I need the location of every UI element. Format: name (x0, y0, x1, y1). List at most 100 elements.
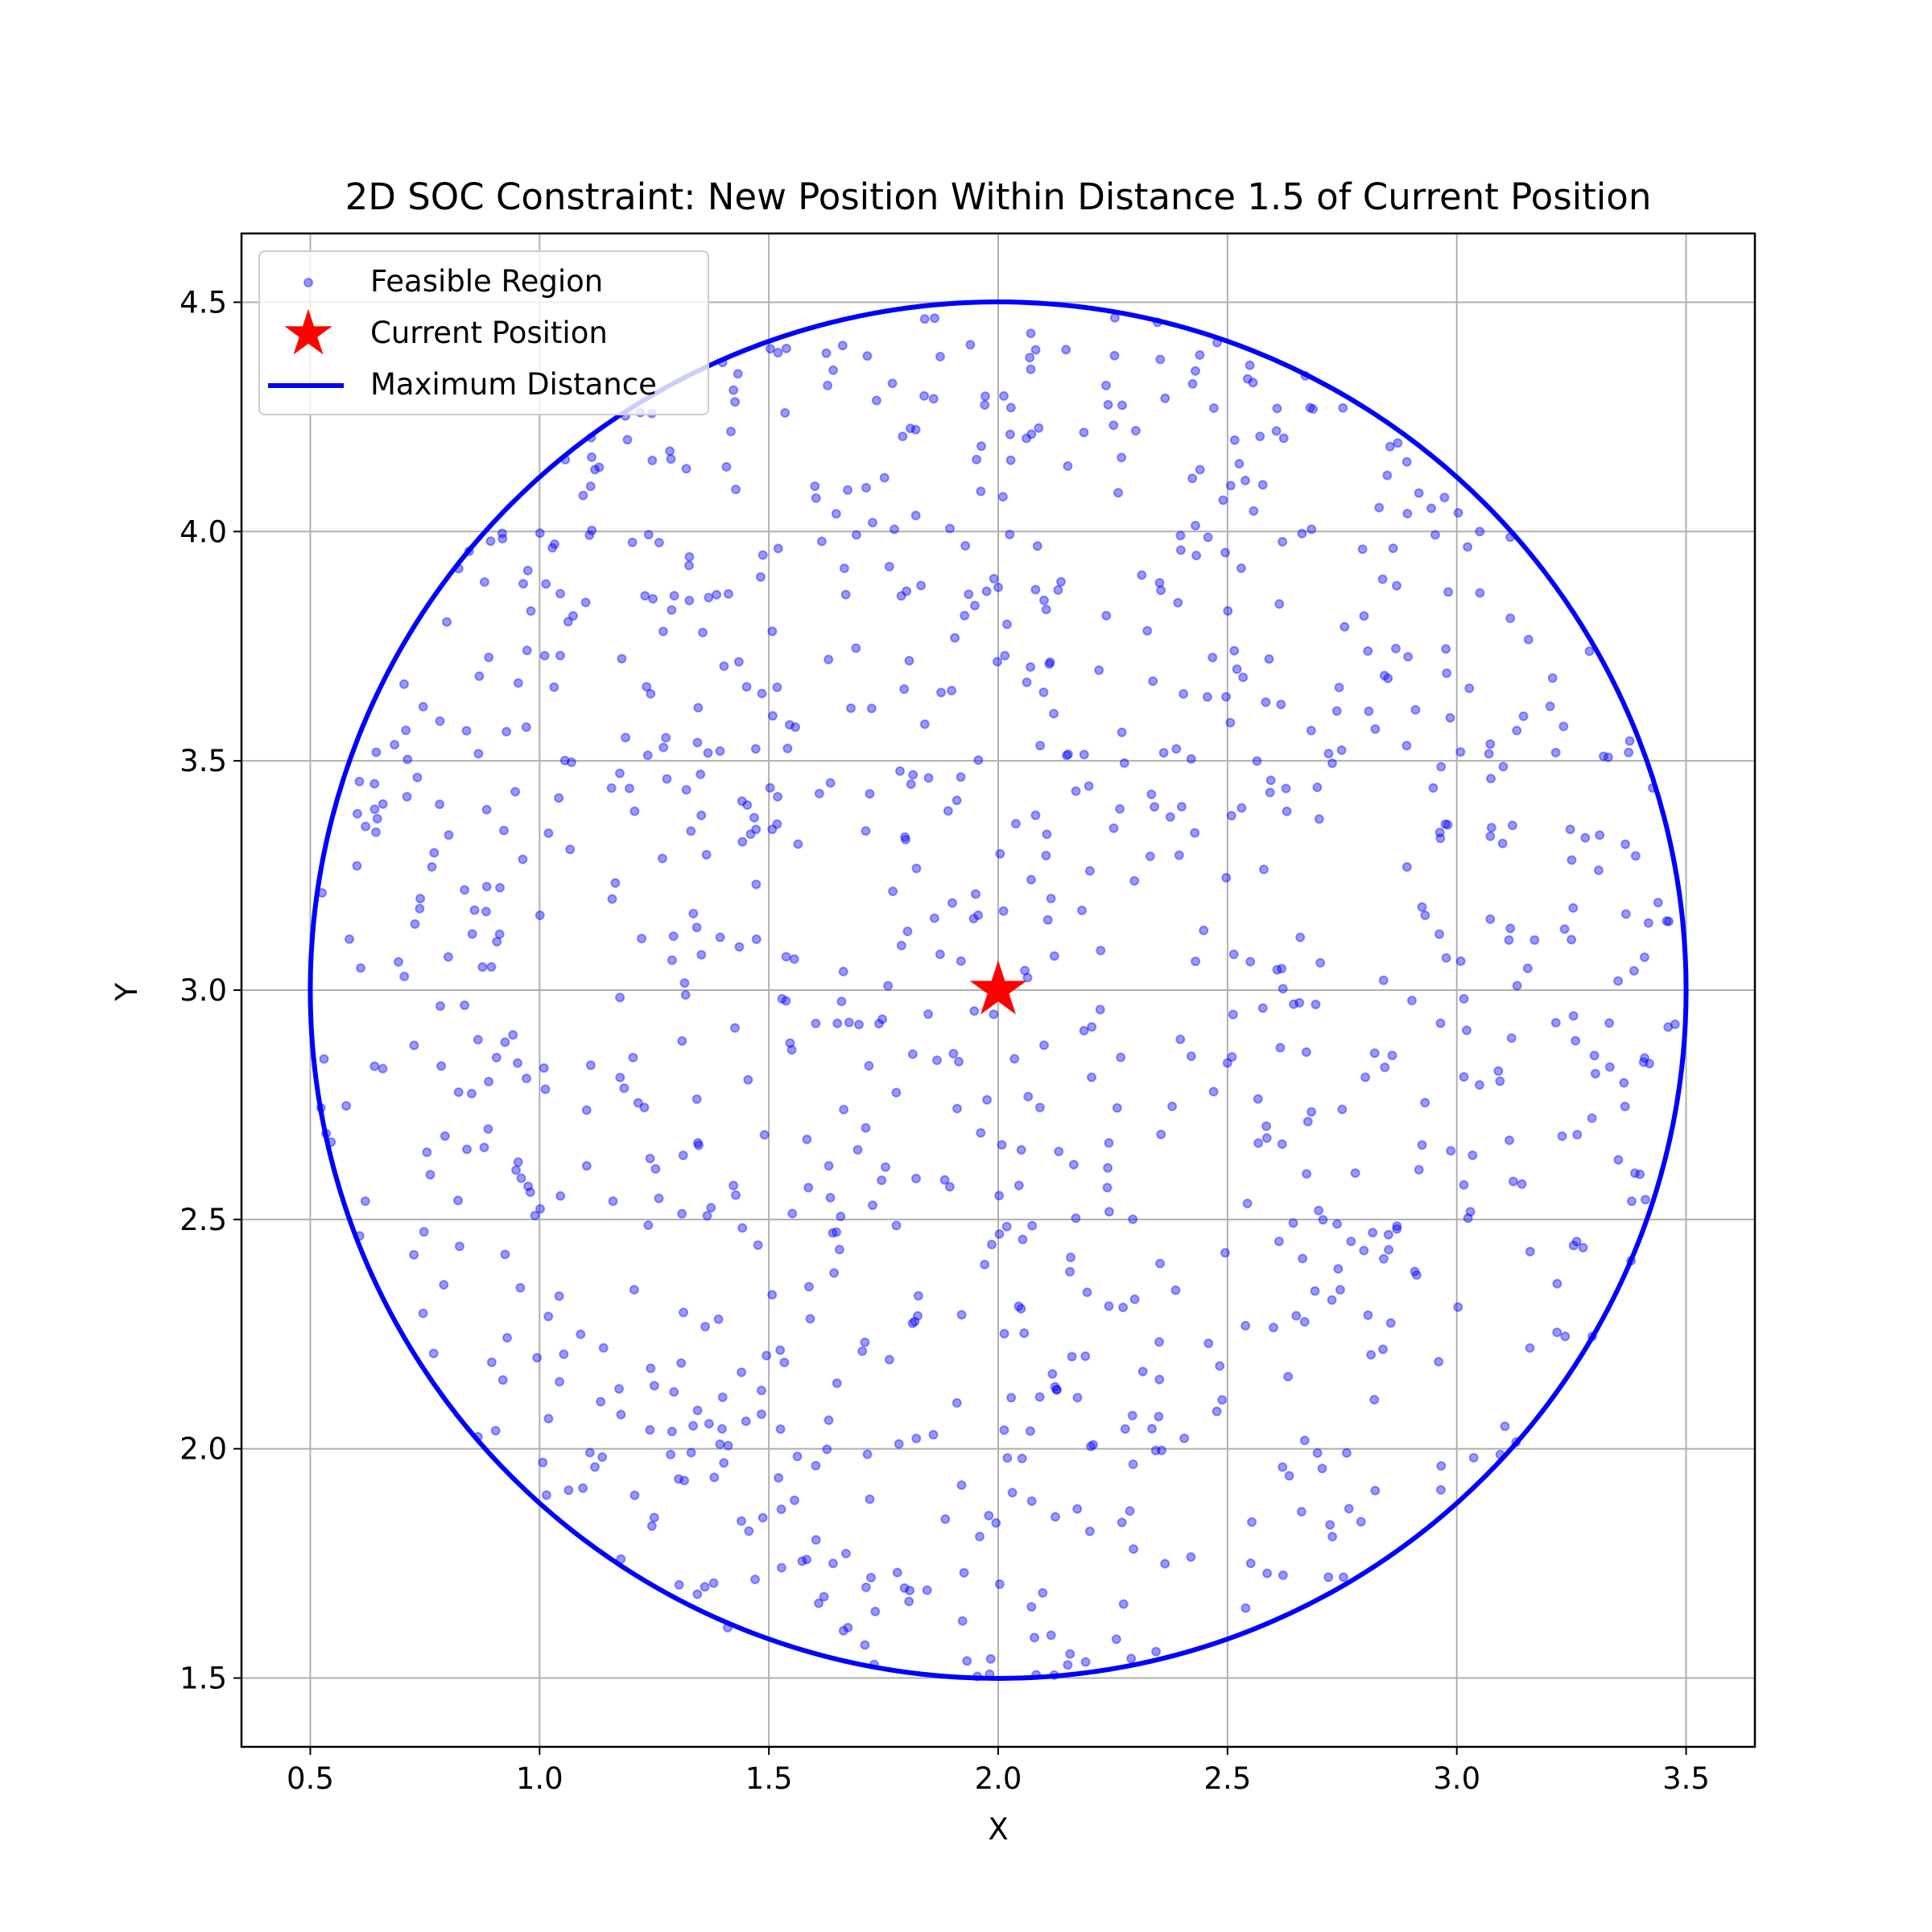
scatter-point (1176, 802, 1187, 812)
scatter-point (580, 597, 591, 608)
scatter-point (1062, 750, 1071, 761)
scatter-point (467, 929, 477, 939)
scatter-point (1378, 1344, 1388, 1355)
scatter-point (1613, 976, 1624, 986)
scatter-point (982, 1095, 993, 1105)
scatter-point (369, 778, 380, 789)
scatter-point (945, 523, 955, 534)
scatter-point (1506, 1033, 1517, 1043)
scatter-point (935, 949, 945, 960)
scatter-point (1363, 1310, 1373, 1320)
scatter-point (1486, 774, 1496, 784)
scatter-point (1173, 597, 1183, 608)
scatter-point (677, 1036, 687, 1046)
scatter-point (1190, 828, 1200, 838)
scatter-point (633, 1098, 643, 1108)
scatter-point (789, 954, 799, 964)
scatter-point (1022, 677, 1032, 687)
scatter-point (1030, 345, 1041, 355)
scatter-point (538, 1457, 548, 1468)
scatter-point (1265, 787, 1275, 798)
scatter-point (1195, 464, 1205, 475)
scatter-point (1512, 725, 1522, 736)
scatter-point (758, 550, 768, 560)
scatter-point (1385, 1318, 1396, 1328)
scatter-point (587, 452, 597, 462)
scatter-point (485, 536, 496, 547)
scatter-point (998, 906, 1009, 916)
scatter-point (1042, 829, 1052, 840)
scatter-point (1026, 429, 1037, 440)
scatter-point (1026, 874, 1036, 885)
scatter-point (1463, 542, 1473, 552)
scatter-point (516, 1173, 526, 1183)
scatter-point (677, 1208, 687, 1219)
scatter-point (1306, 725, 1316, 736)
scatter-point (1455, 956, 1466, 966)
scatter-point (1440, 819, 1451, 829)
y-tick-label: 4.0 (180, 514, 227, 549)
scatter-point (753, 1240, 763, 1250)
scatter-point (781, 952, 791, 962)
scatter-point (581, 1105, 592, 1115)
scatter-point (1079, 749, 1089, 760)
scatter-point (1387, 1051, 1397, 1061)
scatter-point (944, 1182, 955, 1192)
scatter-point (1226, 811, 1236, 821)
scatter-point (617, 654, 627, 664)
x-tick-label: 1.5 (745, 1761, 793, 1796)
scatter-point (1446, 1146, 1456, 1156)
scatter-point (1272, 403, 1282, 414)
scatter-point (436, 1061, 447, 1071)
scatter-point (415, 903, 425, 914)
scatter-point (1278, 1462, 1288, 1472)
x-tick-label: 2.5 (1203, 1761, 1251, 1796)
scatter-point (723, 588, 733, 599)
scatter-point (473, 749, 484, 759)
scatter-point (904, 1596, 914, 1607)
x-axis-ticks: 0.5 1.0 1.5 2.0 2.5 3.0 3.5 (287, 1747, 1710, 1796)
scatter-point (596, 1397, 606, 1407)
scatter-point (1305, 402, 1315, 413)
scatter-point (1310, 1286, 1320, 1296)
scatter-point (692, 1137, 703, 1148)
scatter-point (923, 1009, 933, 1019)
scatter-point (518, 579, 528, 589)
scatter-point (776, 1504, 786, 1514)
scatter-point (1430, 530, 1440, 540)
scatter-point (1051, 1385, 1062, 1395)
scatter-point (890, 524, 899, 535)
scatter-point (666, 454, 676, 464)
scatter-point (584, 1447, 595, 1458)
scatter-point (767, 1290, 778, 1300)
scatter-point (838, 1625, 848, 1636)
scatter-point (1191, 551, 1202, 561)
scatter-point (868, 518, 877, 528)
scatter-point (1327, 758, 1337, 769)
scatter-point (956, 956, 966, 966)
scatter-point (767, 711, 778, 721)
scatter-point (1653, 898, 1663, 908)
scatter-point (731, 1190, 741, 1200)
scatter-point (1392, 580, 1402, 591)
scatter-point (985, 1653, 996, 1664)
scatter-point (661, 733, 671, 743)
scatter-point (419, 1227, 429, 1237)
feasible-region-scatter (316, 312, 1680, 1682)
scatter-point (371, 747, 382, 758)
scatter-point (1402, 741, 1412, 751)
scatter-point (825, 1192, 836, 1203)
scatter-point (706, 1203, 716, 1213)
scatter-point (864, 1061, 874, 1071)
scatter-point (667, 605, 677, 615)
scatter-point (1223, 605, 1233, 616)
scatter-point (1366, 1350, 1377, 1360)
scatter-point (1593, 865, 1604, 876)
scatter-point (910, 510, 921, 521)
scatter-point (622, 435, 633, 445)
scatter-point (1341, 1447, 1352, 1458)
scatter-point (1115, 803, 1125, 814)
scatter-point (1195, 350, 1205, 360)
scatter-point (865, 1494, 875, 1505)
scatter-point (578, 490, 588, 501)
